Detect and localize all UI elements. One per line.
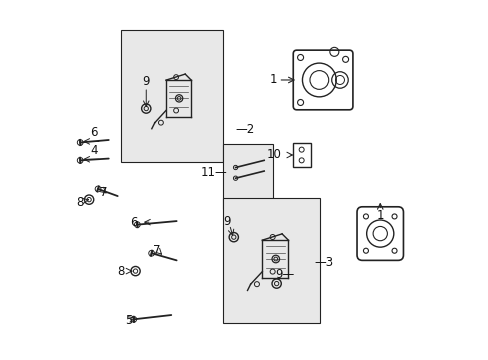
Text: 10: 10 [266, 148, 282, 162]
Bar [223, 198, 319, 323]
Text: 7: 7 [153, 244, 161, 257]
Text: —3: —3 [313, 256, 333, 269]
Text: 9—: 9— [275, 268, 294, 281]
Text: 9: 9 [223, 215, 231, 228]
Text: 6: 6 [90, 126, 98, 139]
Bar [223, 144, 272, 208]
Text: 8: 8 [117, 265, 125, 278]
Text: 7: 7 [100, 186, 107, 199]
Text: 5: 5 [125, 314, 132, 327]
Text: 4: 4 [90, 144, 98, 157]
Text: 8: 8 [76, 196, 84, 210]
Text: 9: 9 [142, 75, 150, 88]
Text: 6: 6 [130, 216, 137, 229]
Text: 1: 1 [269, 73, 276, 86]
Bar [121, 30, 223, 162]
Text: 1: 1 [376, 208, 383, 221]
Bar [292, 143, 310, 167]
Text: —2: —2 [235, 123, 254, 136]
Text: 11—: 11— [200, 166, 227, 179]
